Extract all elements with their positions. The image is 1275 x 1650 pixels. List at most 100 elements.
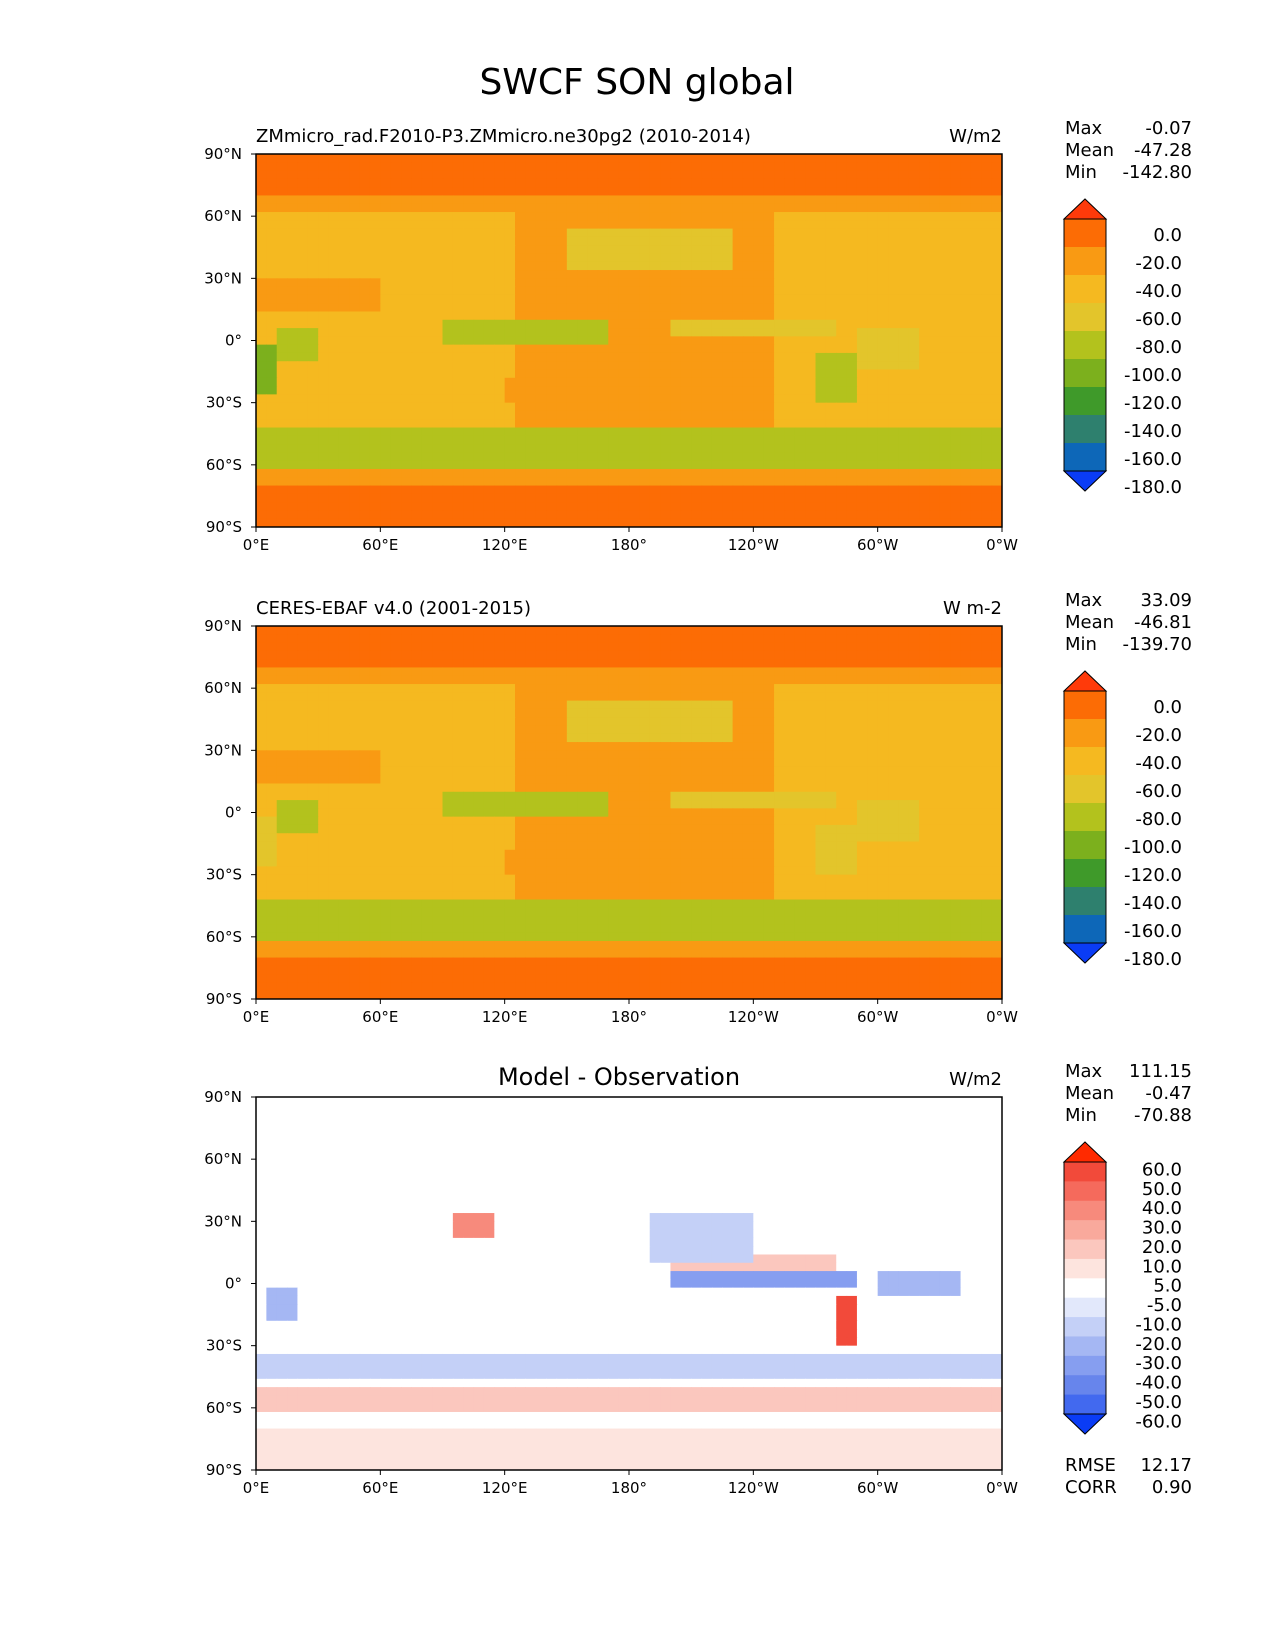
- map-cell: [763, 154, 775, 163]
- map-cell: [525, 402, 537, 412]
- map-cell: [535, 742, 547, 751]
- map-cell: [369, 154, 381, 163]
- map-cell: [794, 394, 806, 404]
- map-cell: [338, 684, 350, 693]
- map-cell: [287, 485, 299, 495]
- map-cell: [639, 377, 651, 387]
- map-cell: [556, 510, 568, 520]
- map-cell: [794, 626, 806, 635]
- map-cell: [711, 187, 723, 197]
- map-cell: [297, 750, 309, 760]
- map-cell: [318, 220, 330, 230]
- map-cell: [960, 518, 972, 527]
- map-cell: [649, 783, 661, 793]
- map-cell: [618, 352, 630, 362]
- map-cell: [483, 294, 495, 304]
- map-cell: [577, 170, 589, 180]
- map-cell: [939, 518, 951, 527]
- map-cell: [784, 220, 796, 230]
- map-cell: [629, 245, 640, 255]
- map-cell: [608, 361, 620, 371]
- map-cell: [670, 435, 682, 445]
- map-cell: [369, 659, 381, 669]
- map-cell: [742, 220, 754, 230]
- map-cell: [763, 336, 775, 346]
- map-cell: [432, 261, 444, 271]
- map-cell: [504, 394, 516, 404]
- map-cell: [349, 758, 361, 768]
- map-cell: [307, 717, 319, 727]
- map-cell: [369, 650, 381, 660]
- map-cell: [597, 460, 609, 470]
- map-cell: [970, 750, 982, 760]
- map-cell: [856, 162, 868, 172]
- map-cell: [629, 700, 640, 710]
- map-cell: [287, 783, 299, 793]
- map-cell: [732, 510, 744, 520]
- map-cell: [970, 170, 982, 180]
- map-cell: [701, 485, 713, 495]
- map-cell: [784, 410, 796, 420]
- map-cell: [307, 758, 319, 768]
- map-cell: [660, 294, 672, 304]
- map-cell: [369, 245, 381, 255]
- map-cell: [618, 154, 630, 163]
- map-cell: [815, 733, 827, 743]
- map-cell: [535, 700, 547, 710]
- map-cell: [649, 750, 661, 760]
- map-cell: [494, 352, 506, 362]
- map-cell: [950, 800, 962, 809]
- map-cell: [670, 626, 682, 635]
- map-cell: [815, 800, 827, 809]
- map-cell: [784, 468, 796, 478]
- map-cell: [981, 444, 993, 453]
- map-cell: [815, 311, 827, 321]
- map-cell: [359, 700, 371, 710]
- map-cell: [991, 178, 1002, 188]
- map-cell: [307, 700, 319, 710]
- map-cell: [359, 783, 371, 793]
- map-cell: [442, 212, 454, 221]
- map-cell: [639, 659, 651, 669]
- map-cell: [680, 493, 692, 503]
- map-cell: [836, 493, 848, 503]
- map-cell: [432, 708, 444, 718]
- map-cell: [680, 659, 692, 669]
- map-cell: [287, 675, 299, 685]
- map-cell: [701, 733, 713, 743]
- map-cell: [359, 634, 371, 644]
- x-tick-label: 120°W: [728, 536, 779, 554]
- map-cell: [411, 452, 423, 462]
- map-cell: [722, 717, 734, 727]
- map-cell: [297, 808, 309, 818]
- map-cell: [680, 303, 692, 313]
- map-cell: [701, 154, 713, 163]
- map-cell: [877, 203, 889, 213]
- map-cell: [784, 626, 796, 635]
- map-cell: [856, 170, 868, 180]
- map-cell: [732, 286, 744, 296]
- map-cell: [463, 684, 475, 693]
- map-cell: [535, 261, 547, 271]
- map-cell: [494, 344, 506, 354]
- map-cell: [815, 228, 827, 238]
- map-cell: [898, 303, 910, 313]
- map-cell: [888, 203, 899, 213]
- map-cell: [328, 203, 340, 213]
- map-cell: [701, 692, 713, 702]
- map-cell: [483, 253, 495, 263]
- map-cell: [774, 766, 786, 776]
- map-cell: [287, 203, 299, 213]
- map-cell: [587, 733, 599, 743]
- map-cell: [846, 236, 858, 246]
- map-cell: [328, 725, 340, 735]
- map-cell: [701, 228, 713, 238]
- map-cell: [287, 626, 299, 635]
- map-cell: [939, 742, 951, 751]
- map-cell: [266, 361, 278, 371]
- map-cell: [680, 253, 692, 263]
- map-cell: [556, 742, 568, 751]
- map-cell: [608, 783, 620, 793]
- map-cell: [660, 236, 672, 246]
- map-cell: [328, 510, 340, 520]
